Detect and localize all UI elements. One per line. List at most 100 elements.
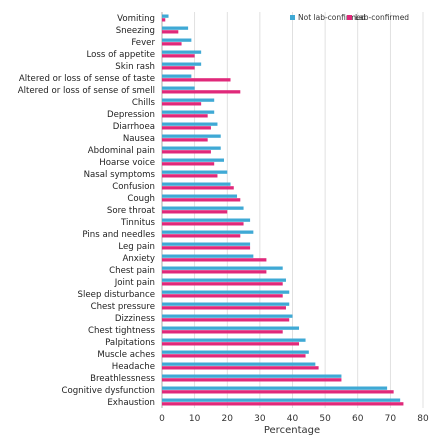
bar-not-lab-confirmed — [162, 122, 218, 126]
category-label: Headache — [112, 362, 155, 372]
category-label: Cognitive dysfunction — [61, 386, 155, 396]
bar-not-lab-confirmed — [162, 206, 244, 210]
bar-not-lab-confirmed — [162, 38, 192, 42]
bar-lab-confirmed — [162, 198, 241, 202]
bar-lab-confirmed — [162, 30, 179, 34]
category-label: Tinnitus — [120, 218, 155, 228]
category-label: Vomiting — [117, 14, 155, 24]
bar-not-lab-confirmed — [162, 26, 189, 30]
category-label: Nasal symptoms — [84, 170, 156, 180]
bar-not-lab-confirmed — [162, 194, 238, 198]
bar-not-lab-confirmed — [162, 110, 215, 114]
bar-lab-confirmed — [162, 78, 231, 82]
x-tick-label: 30 — [254, 414, 266, 424]
category-labels: Vomiting Sneezing Fever Loss of appetite Ski… — [18, 14, 156, 408]
category-label: Anxiety — [122, 254, 155, 264]
bar-lab-confirmed — [162, 318, 290, 322]
bar-not-lab-confirmed — [162, 62, 202, 66]
bar-lab-confirmed — [162, 18, 166, 22]
bar-not-lab-confirmed — [162, 134, 221, 138]
category-label: Muscle aches — [97, 350, 155, 360]
x-tick-label: 70 — [385, 414, 397, 424]
bar-lab-confirmed — [162, 294, 283, 298]
category-label: Skin rash — [115, 62, 155, 72]
bar-lab-confirmed — [162, 330, 283, 334]
bar-lab-confirmed — [162, 354, 306, 358]
bar-not-lab-confirmed — [162, 374, 342, 378]
bar-lab-confirmed — [162, 174, 218, 178]
category-label: Hoarse voice — [99, 158, 155, 168]
bar-lab-confirmed — [162, 282, 283, 286]
bar-lab-confirmed — [162, 102, 202, 106]
bar-lab-confirmed — [162, 366, 319, 370]
category-label: Sore throat — [107, 206, 156, 216]
category-label: Depression — [107, 110, 155, 120]
bar-not-lab-confirmed — [162, 182, 231, 186]
bar-not-lab-confirmed — [162, 362, 316, 366]
bar-not-lab-confirmed — [162, 350, 309, 354]
bar-lab-confirmed — [162, 114, 208, 118]
bar-not-lab-confirmed — [162, 386, 388, 390]
bars — [162, 14, 404, 406]
bar-lab-confirmed — [162, 246, 251, 250]
grid — [161, 12, 424, 408]
category-label: Cough — [127, 194, 155, 204]
category-label: Abdominal pain — [88, 146, 155, 156]
bar-not-lab-confirmed — [162, 14, 169, 18]
x-tick-label: 80 — [417, 414, 429, 424]
bar-not-lab-confirmed — [162, 242, 251, 246]
x-tick-label: 20 — [222, 414, 234, 424]
category-label: Chills — [132, 98, 156, 108]
bar-lab-confirmed — [162, 306, 286, 310]
category-label: Diarrhoea — [113, 122, 155, 132]
bar-lab-confirmed — [162, 342, 300, 346]
bar-lab-confirmed — [162, 234, 241, 238]
legend-label: Not lab-confirmed — [298, 13, 366, 22]
bar-not-lab-confirmed — [162, 218, 251, 222]
x-tick-label: 10 — [189, 414, 201, 424]
bar-not-lab-confirmed — [162, 86, 195, 90]
legend-swatch — [290, 15, 295, 20]
bar-lab-confirmed — [162, 138, 208, 142]
x-tick-label: 60 — [352, 414, 364, 424]
category-label: Dizziness — [115, 314, 156, 324]
bar-not-lab-confirmed — [162, 398, 401, 402]
bar-lab-confirmed — [162, 378, 342, 382]
bar-not-lab-confirmed — [162, 278, 286, 282]
category-label: Palpitations — [105, 338, 155, 348]
legend-swatch — [347, 15, 352, 20]
bar-not-lab-confirmed — [162, 338, 306, 342]
category-label: Exhaustion — [107, 398, 155, 408]
bar-not-lab-confirmed — [162, 290, 290, 294]
category-label: Altered or loss of sense of smell — [18, 86, 155, 96]
bar-lab-confirmed — [162, 90, 241, 94]
x-axis-ticks: 0 10 20 30 40 50 60 70 80 — [159, 414, 429, 424]
bar-not-lab-confirmed — [162, 170, 228, 174]
category-label: Altered or loss of sense of taste — [19, 74, 155, 84]
category-label: Chest pain — [109, 266, 155, 276]
bar-not-lab-confirmed — [162, 50, 202, 54]
bar-lab-confirmed — [162, 390, 394, 394]
category-label: Loss of appetite — [87, 50, 155, 60]
bar-lab-confirmed — [162, 126, 211, 130]
bar-lab-confirmed — [162, 258, 267, 262]
bar-lab-confirmed — [162, 222, 244, 226]
bar-lab-confirmed — [162, 186, 234, 190]
category-label: Sneezing — [116, 26, 155, 36]
category-label: Chest tightness — [88, 326, 156, 336]
category-label: Confusion — [112, 182, 155, 192]
bar-lab-confirmed — [162, 402, 404, 406]
bar-not-lab-confirmed — [162, 74, 192, 78]
bar-not-lab-confirmed — [162, 302, 290, 306]
category-label: Breathlessness — [90, 374, 155, 384]
x-tick-label: 50 — [319, 414, 331, 424]
bar-not-lab-confirmed — [162, 326, 300, 330]
bar-not-lab-confirmed — [162, 230, 254, 234]
bar-not-lab-confirmed — [162, 98, 215, 102]
x-axis-title: Percentage — [264, 425, 320, 436]
category-label: Nausea — [123, 134, 155, 144]
bar-not-lab-confirmed — [162, 266, 283, 270]
bar-lab-confirmed — [162, 210, 228, 214]
